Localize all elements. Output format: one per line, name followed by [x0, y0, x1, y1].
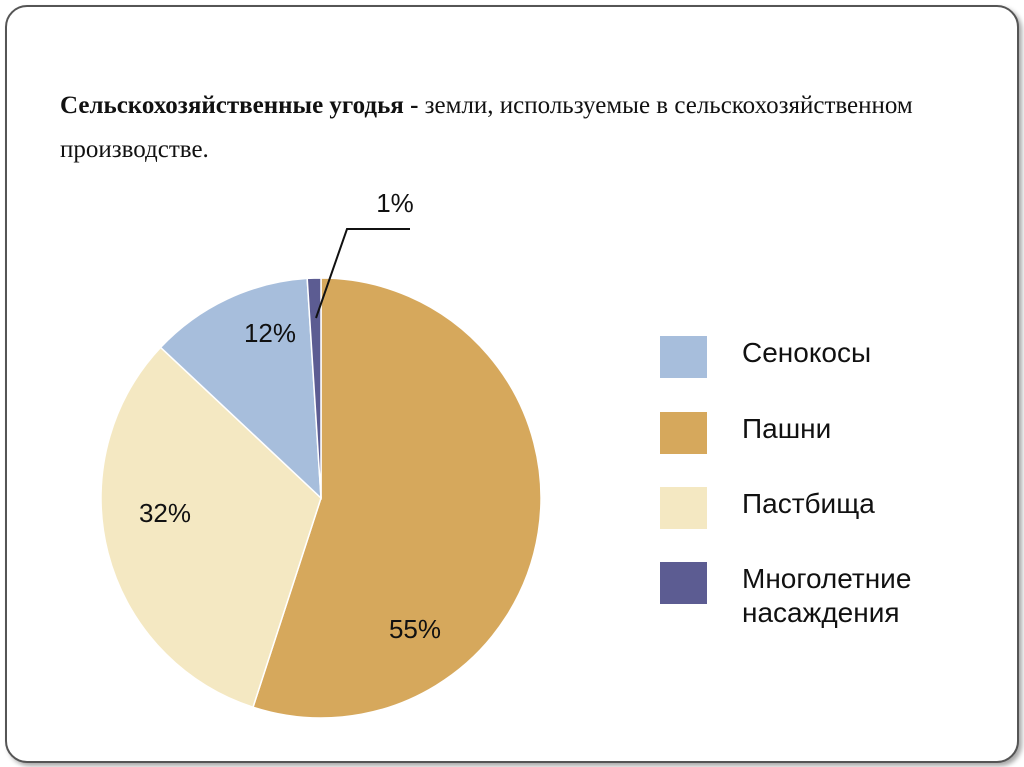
title-definition: земли, используемые в сельскохозяйственн… — [60, 92, 913, 163]
legend-item: Пастбища — [660, 487, 962, 529]
legend-label: Многолетние насаждения — [742, 563, 912, 628]
pie-slice-2 — [159, 277, 322, 500]
slide-title: Сельскохозяйственные угодья - земли, исп… — [60, 84, 940, 172]
legend-item: Пашни — [660, 412, 962, 454]
slice-label: 32% — [139, 498, 191, 528]
pie-slice-1 — [100, 346, 322, 709]
leader-line — [315, 228, 410, 319]
legend-swatch — [660, 562, 707, 604]
slice-label: 1% — [376, 188, 414, 218]
slice-label: 55% — [389, 614, 441, 644]
legend-label: Сенокосы — [742, 337, 872, 368]
pie-slice-0 — [252, 277, 542, 719]
legend-item: Сенокосы — [660, 336, 962, 378]
legend-label: Пастбища — [742, 488, 875, 519]
legend-label: Пашни — [742, 413, 832, 444]
slice-label: 12% — [244, 318, 296, 348]
legend-swatch — [660, 487, 707, 529]
legend-swatch — [660, 412, 707, 454]
legend-swatch — [660, 336, 707, 378]
legend-item: Многолетние насаждения — [660, 562, 962, 630]
pie-slice-3 — [306, 277, 322, 499]
title-term: Сельскохозяйственные угодья - — [60, 92, 419, 119]
